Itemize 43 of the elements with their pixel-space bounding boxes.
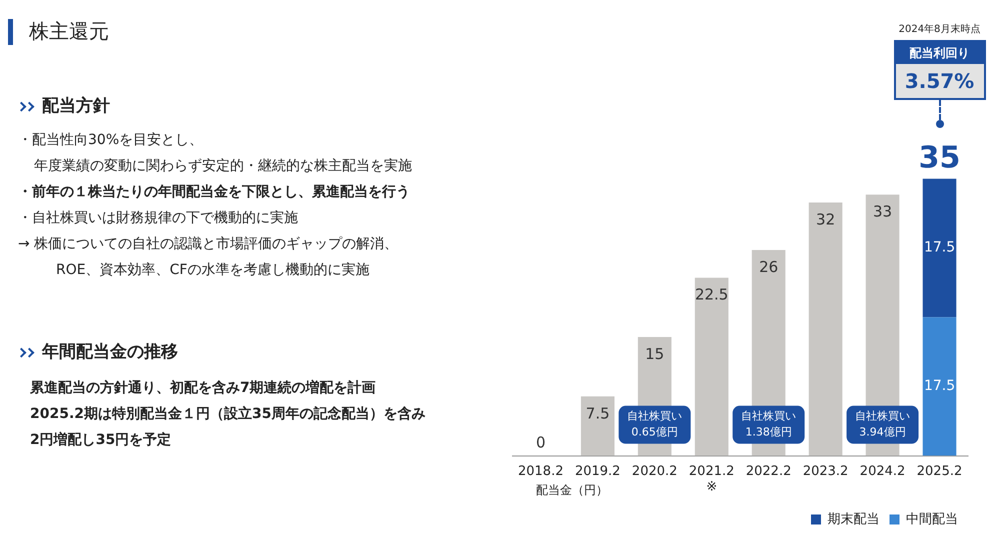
callout-box: 配当利回り 3.57% [894,40,986,100]
text: 2円増配し35円を予定 [30,430,172,450]
x-tick-label: 2021.2 ※ [688,464,734,495]
text: ・配当性向30%を目安とし、 [18,131,204,150]
bar [922,178,956,318]
legend-label: 中間配当 [906,512,958,527]
bar [808,202,842,456]
data-label: 15 [645,344,664,363]
data-label: 0 [536,434,546,452]
text: 累進配当の方針通り、初配を含み7期連続の増配を計画 [30,378,376,398]
text: ・前年の１株当たりの年間配当金を下限とし、累進配当を行う [18,183,410,202]
data-label: 17.5 [924,378,956,394]
data-label: 22.5 [694,286,728,304]
data-label: 17.5 [924,240,956,256]
data-label: 32 [816,210,836,228]
bar [694,278,728,456]
text: 年間配当金の推移 [42,342,178,362]
x-tick-label: 2020.2 [632,464,678,479]
text: ・自社株買いは財務規律の下で機動的に実施 [18,209,298,228]
text: 2024年8月末時点 [898,22,980,36]
x-tick-label: 2023.2 [802,464,848,479]
total-label: 35 [918,140,960,176]
annotation: 自社株買い 0.65億円 [627,410,682,439]
bar [580,396,614,456]
x-tick-label: 2025.2 [916,464,962,479]
text: 配当金（円） [536,482,608,499]
text: 2025.2期は特別配当金１円（設立35周年の記念配当）を含み [30,404,426,424]
data-label: 7.5 [586,404,610,422]
data-label: 26 [759,258,778,276]
x-tick-label: 2024.2 [860,464,906,479]
x-tick-label: 2022.2 [746,464,792,479]
text: 株主還元 [29,18,109,45]
x-tick-label: 2019.2 [574,464,620,479]
legend-label: 期末配当 [828,512,880,527]
text: → 株価についての自社の認識と市場評価のギャップの解消、 [18,235,398,254]
x-tick-label: 2018.2 [518,464,564,479]
text: 配当方針 [42,96,110,116]
data-label: 33 [873,202,892,220]
text: 年度業績の変動に関わらず安定的・継続的な株主配当を実施 [34,157,412,176]
text: ROE、資本効率、CFの水準を考慮し機動的に実施 [56,261,370,280]
bar [922,317,956,456]
annotation: 自社株買い 1.38億円 [741,410,796,439]
annotation: 自社株買い 3.94億円 [855,410,910,439]
